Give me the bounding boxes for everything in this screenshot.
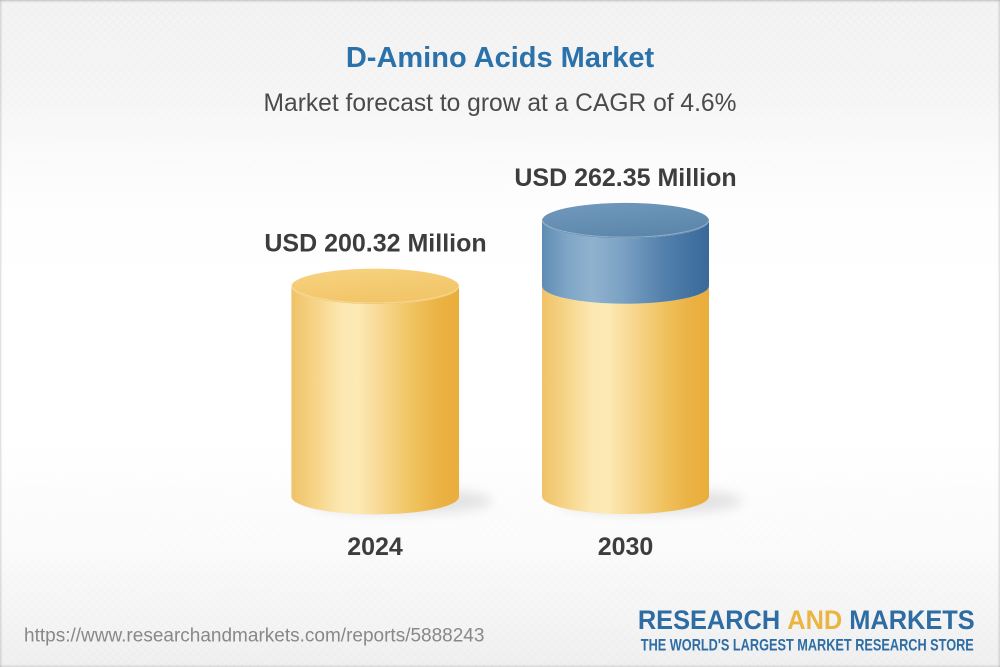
svg-text:Market forecast to grow at a C: Market forecast to grow at a CAGR of 4.6… bbox=[264, 90, 737, 117]
svg-text:2024: 2024 bbox=[347, 533, 403, 561]
svg-text:THE WORLD'S LARGEST MARKET RES: THE WORLD'S LARGEST MARKET RESEARCH STOR… bbox=[641, 637, 974, 655]
svg-text:D-Amino Acids Market: D-Amino Acids Market bbox=[346, 42, 655, 74]
svg-text:RESEARCH AND MARKETS: RESEARCH AND MARKETS bbox=[638, 604, 975, 635]
svg-text:USD 262.35 Million: USD 262.35 Million bbox=[514, 164, 736, 192]
svg-text:https://www.researchandmarkets: https://www.researchandmarkets.com/repor… bbox=[24, 626, 484, 647]
svg-text:USD 200.32 Million: USD 200.32 Million bbox=[264, 230, 486, 258]
svg-text:2030: 2030 bbox=[598, 533, 654, 561]
